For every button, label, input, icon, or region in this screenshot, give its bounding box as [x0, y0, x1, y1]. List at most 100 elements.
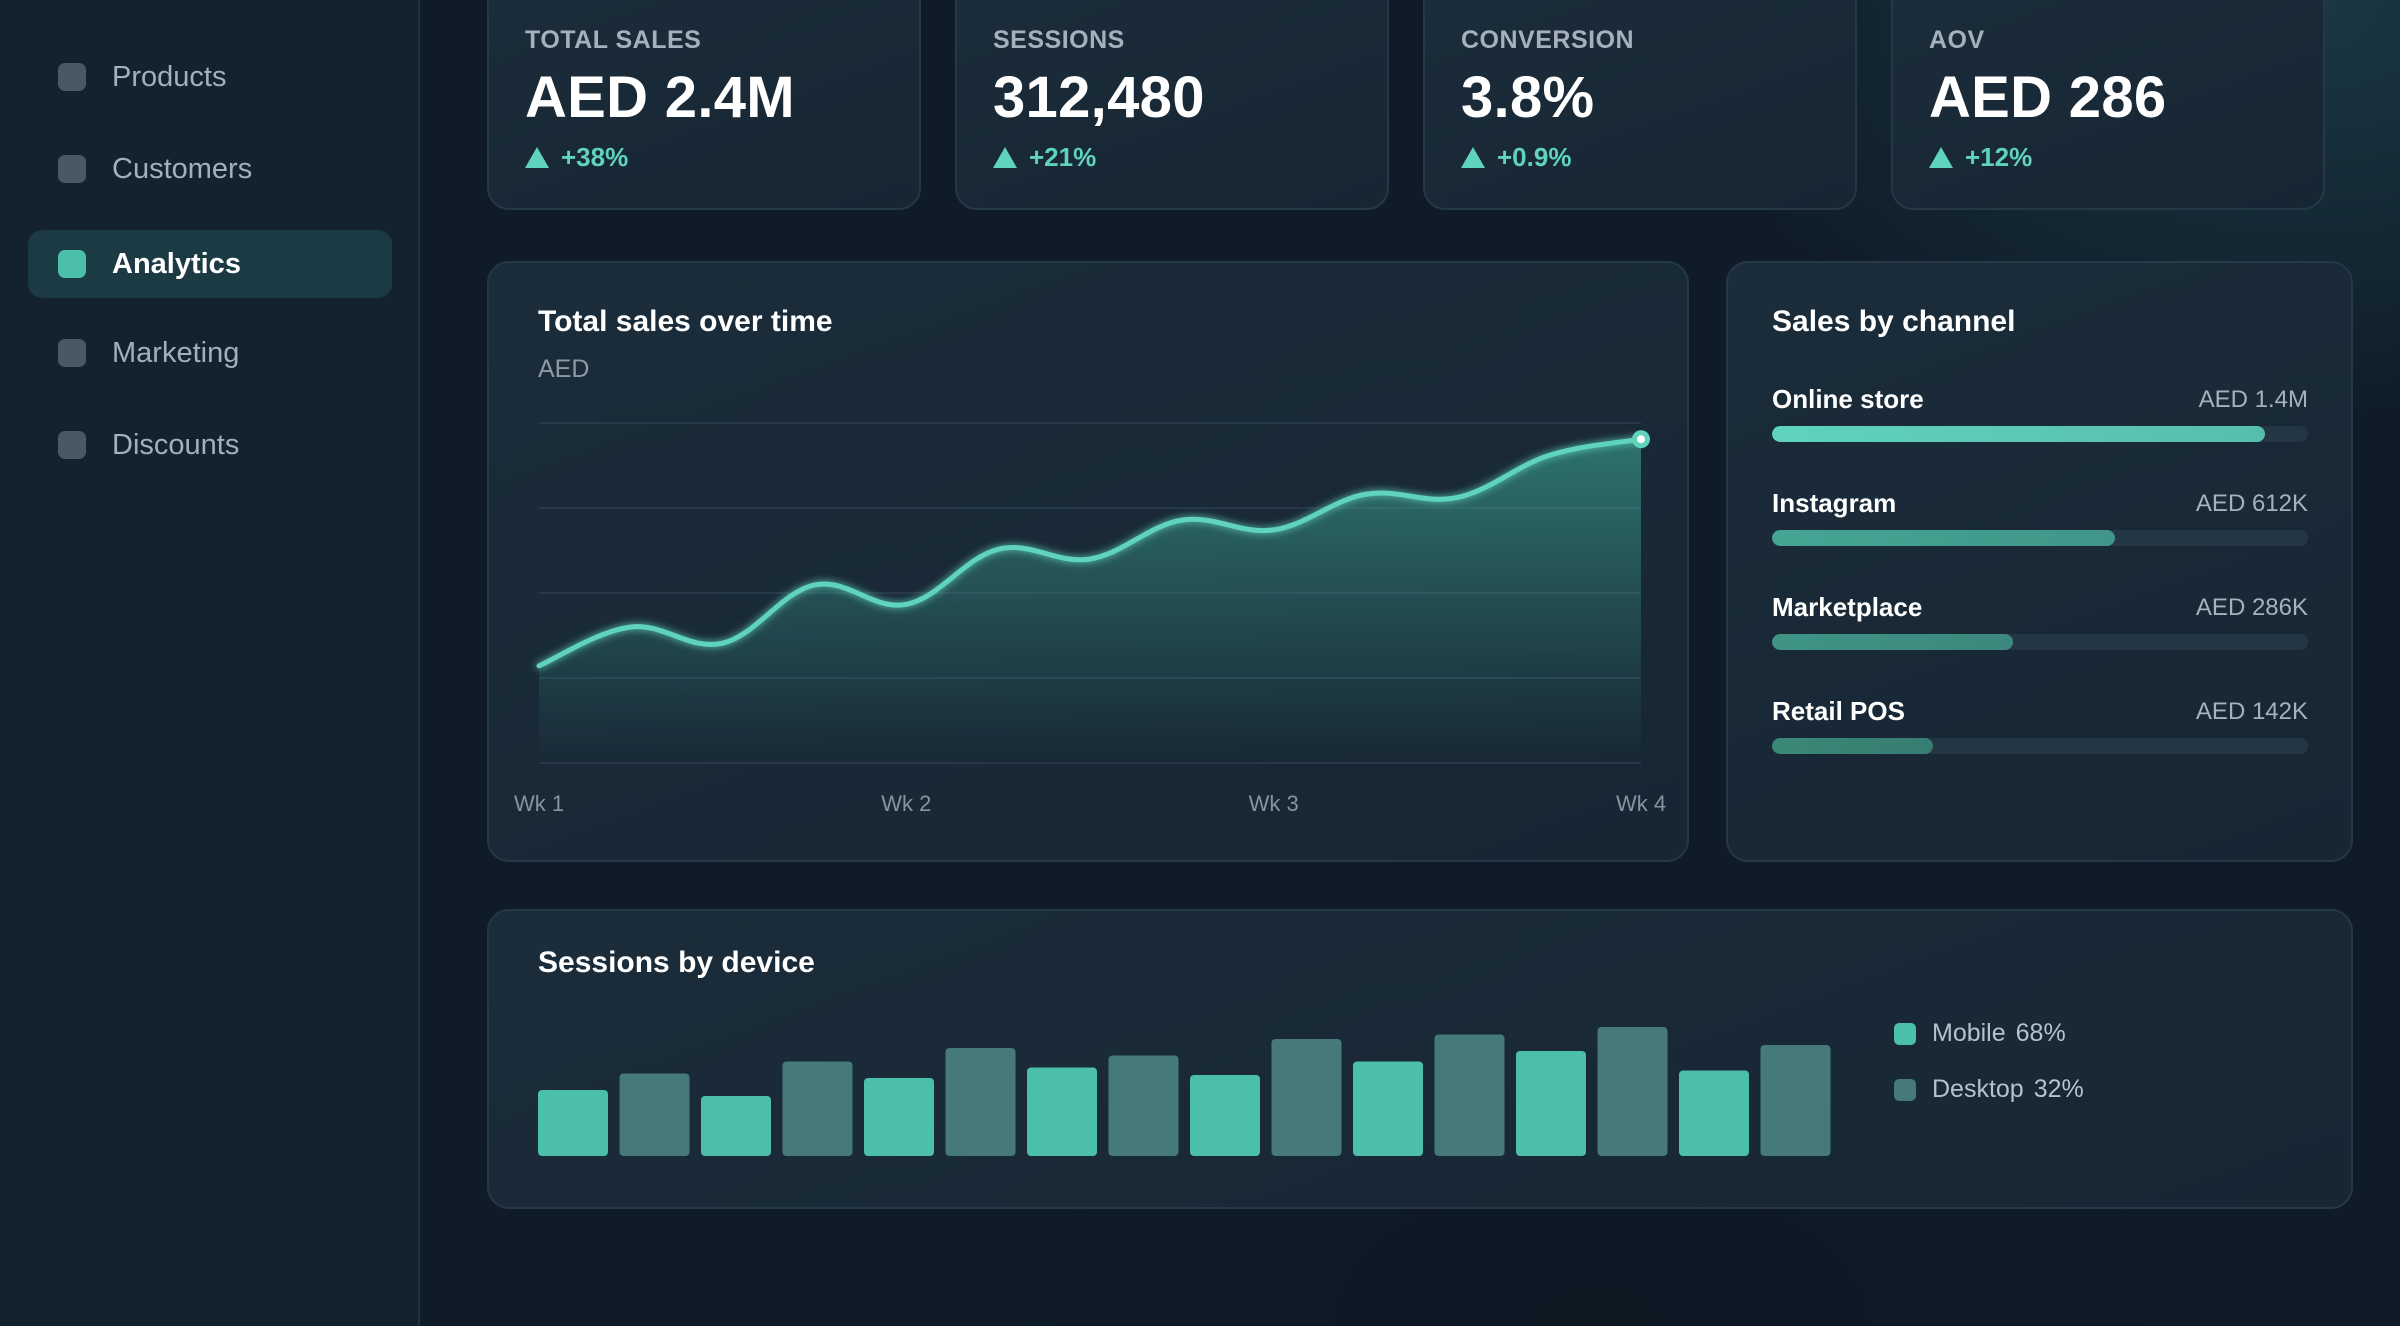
device-bar-mobile [1516, 1051, 1586, 1156]
products-icon [58, 63, 86, 91]
channel-bar-fill [1772, 634, 2014, 650]
x-tick-label: Wk 4 [1616, 791, 1666, 816]
device-bar-desktop [1271, 1039, 1342, 1156]
kpi-label: CONVERSION [1461, 26, 1635, 54]
trend-up-icon [1929, 146, 1953, 168]
device-bar-desktop [1434, 1034, 1505, 1156]
sidebar-item-products[interactable]: Products [28, 43, 392, 111]
channel-value: AED 286K [2195, 594, 2308, 621]
sidebar: Products Customers Analytics Marketing D… [0, 0, 420, 1326]
channel-name: Online store [1772, 384, 1924, 414]
device-bar-desktop [1597, 1027, 1668, 1156]
channel-value: AED 1.4M [2198, 386, 2308, 413]
channel-name: Retail POS [1772, 696, 1905, 726]
kpi-label: TOTAL SALES [525, 26, 702, 54]
channel-name: Instagram [1772, 488, 1897, 518]
device-bar-mobile [1353, 1061, 1423, 1156]
legend-label: Mobile [1932, 1019, 2006, 1047]
sidebar-item-customers[interactable]: Customers [28, 135, 392, 203]
card-title: Total sales over time [538, 305, 833, 338]
device-bar-desktop [619, 1073, 690, 1156]
last-data-point-center [1637, 435, 1645, 444]
sidebar-item-marketing[interactable]: Marketing [28, 319, 392, 387]
sidebar-item-label: Products [112, 60, 227, 93]
channel-bar-fill [1772, 426, 2266, 442]
kpi-delta: +0.9% [1461, 142, 1855, 172]
device-bar-desktop [782, 1061, 853, 1156]
legend-swatch [1894, 1078, 1916, 1101]
sales-area [539, 439, 1641, 763]
card-title: Sessions by device [538, 946, 815, 979]
customers-icon [58, 155, 86, 183]
legend-percent: 32% [2033, 1075, 2084, 1103]
discounts-icon [58, 431, 86, 459]
channel-row-marketplace[interactable]: Marketplace AED 286K [1772, 592, 2308, 656]
kpi-delta-value: +21% [1029, 142, 1097, 172]
channel-row-online-store[interactable]: Online store AED 1.4M [1772, 384, 2308, 448]
channel-bar-track [1772, 530, 2308, 546]
sidebar-item-label: Marketing [112, 336, 240, 369]
kpi-delta-value: +38% [561, 142, 629, 172]
sidebar-item-label: Discounts [112, 428, 240, 461]
kpi-delta: +38% [525, 142, 919, 172]
sales-line-chart[interactable]: Wk 1 Wk 2 Wk 3 Wk 4 [489, 263, 1691, 864]
sidebar-item-discounts[interactable]: Discounts [28, 411, 392, 479]
kpi-value: 312,480 [993, 65, 1205, 130]
sales-line [536, 436, 1644, 669]
legend-item-desktop[interactable]: Desktop 32% [1894, 1075, 2084, 1104]
sidebar-item-label: Analytics [112, 247, 241, 280]
sidebar-item-analytics[interactable]: Analytics [28, 230, 392, 298]
channel-name: Marketplace [1772, 592, 1923, 622]
legend-label: Desktop [1932, 1075, 2024, 1103]
kpi-delta-value: +12% [1965, 142, 2033, 172]
kpi-card-sessions[interactable]: SESSIONS 312,480 +21% [955, 0, 1389, 210]
kpi-card-conversion[interactable]: CONVERSION 3.8% +0.9% [1423, 0, 1857, 210]
x-tick-label: Wk 1 [514, 791, 564, 816]
channel-row-instagram[interactable]: Instagram AED 612K [1772, 488, 2308, 552]
channel-bar-track [1772, 426, 2308, 442]
legend-percent: 68% [2015, 1019, 2066, 1047]
trend-up-icon [1461, 146, 1485, 168]
device-bar-desktop [1760, 1045, 1831, 1156]
channel-row-retail-pos[interactable]: Retail POS AED 142K [1772, 696, 2308, 760]
channel-bar-track [1772, 634, 2308, 650]
marketing-icon [58, 339, 86, 367]
chart-unit-label: AED [538, 355, 590, 383]
channel-bar-fill [1772, 738, 1933, 754]
device-bar-mobile [1027, 1067, 1097, 1156]
legend-swatch [1894, 1022, 1916, 1045]
kpi-value: AED 2.4M [525, 65, 795, 130]
sessions-by-device-card: Sessions by device Mobile 68% Desktop 32… [487, 909, 2353, 1209]
card-title: Sales by channel [1772, 305, 2016, 338]
legend-item-mobile[interactable]: Mobile 68% [1894, 1019, 2066, 1048]
x-tick-label: Wk 3 [1249, 791, 1299, 816]
trend-up-icon [993, 146, 1017, 168]
channel-bar-fill [1772, 530, 2116, 546]
device-bar-mobile [538, 1090, 608, 1156]
kpi-delta: +12% [1929, 142, 2323, 172]
device-bar-mobile [1190, 1075, 1260, 1156]
device-bar-desktop [945, 1048, 1016, 1156]
kpi-value: 3.8% [1461, 65, 1595, 130]
x-tick-label: Wk 2 [881, 791, 931, 816]
channel-value: AED 612K [2195, 490, 2308, 517]
kpi-delta: +21% [993, 142, 1387, 172]
kpi-label: AOV [1929, 26, 1985, 54]
sales-over-time-card: Total sales over time AED Wk 1 Wk 2 Wk 3 Wk… [487, 261, 1689, 862]
sessions-bar-chart[interactable] [489, 911, 1889, 1211]
kpi-delta-value: +0.9% [1497, 142, 1572, 172]
channel-value: AED 142K [2195, 698, 2308, 725]
device-bar-mobile [701, 1096, 771, 1156]
channel-bar-track [1772, 738, 2308, 754]
kpi-label: SESSIONS [993, 26, 1125, 54]
sales-by-channel-card: Sales by channel Online store AED 1.4M I… [1726, 261, 2353, 862]
device-bar-mobile [1679, 1070, 1749, 1156]
analytics-icon [58, 250, 86, 278]
trend-up-icon [525, 146, 549, 168]
kpi-card-aov[interactable]: AOV AED 286 +12% [1891, 0, 2325, 210]
device-bar-mobile [864, 1078, 934, 1156]
device-bar-desktop [1108, 1055, 1179, 1156]
sidebar-item-label: Customers [112, 152, 253, 185]
kpi-value: AED 286 [1929, 65, 2167, 130]
kpi-card-total-sales[interactable]: TOTAL SALES AED 2.4M +38% [487, 0, 921, 210]
